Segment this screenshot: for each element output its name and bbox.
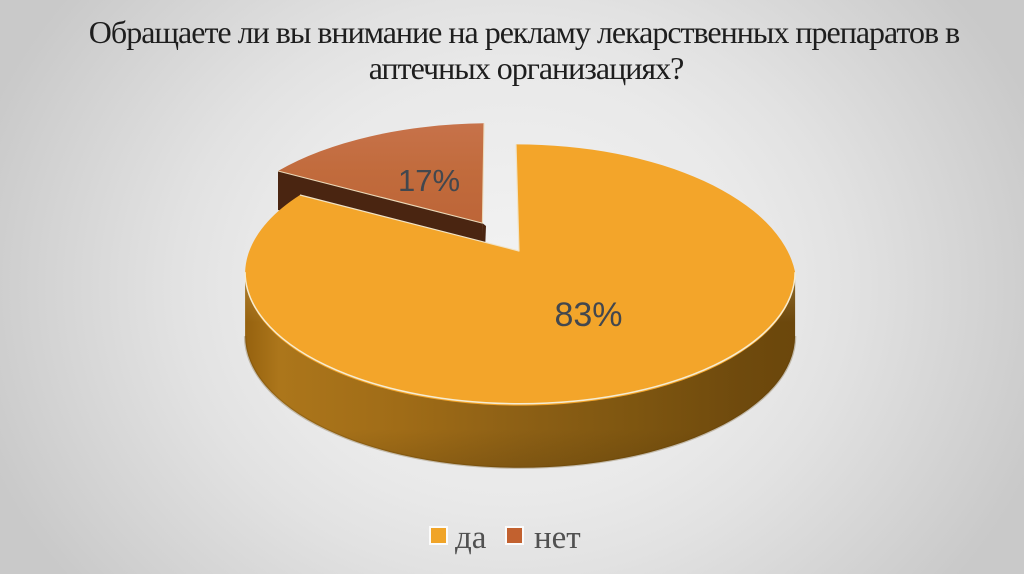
svg-text:нет: нет xyxy=(534,520,581,556)
svg-text:Обращаете ли вы внимание на ре: Обращаете ли вы внимание на рекламу лека… xyxy=(89,14,960,50)
svg-text:17%: 17% xyxy=(398,163,460,198)
svg-text:да: да xyxy=(455,520,487,556)
svg-text:83%: 83% xyxy=(554,296,622,334)
svg-text:аптечных организациях?: аптечных организациях? xyxy=(369,50,684,86)
